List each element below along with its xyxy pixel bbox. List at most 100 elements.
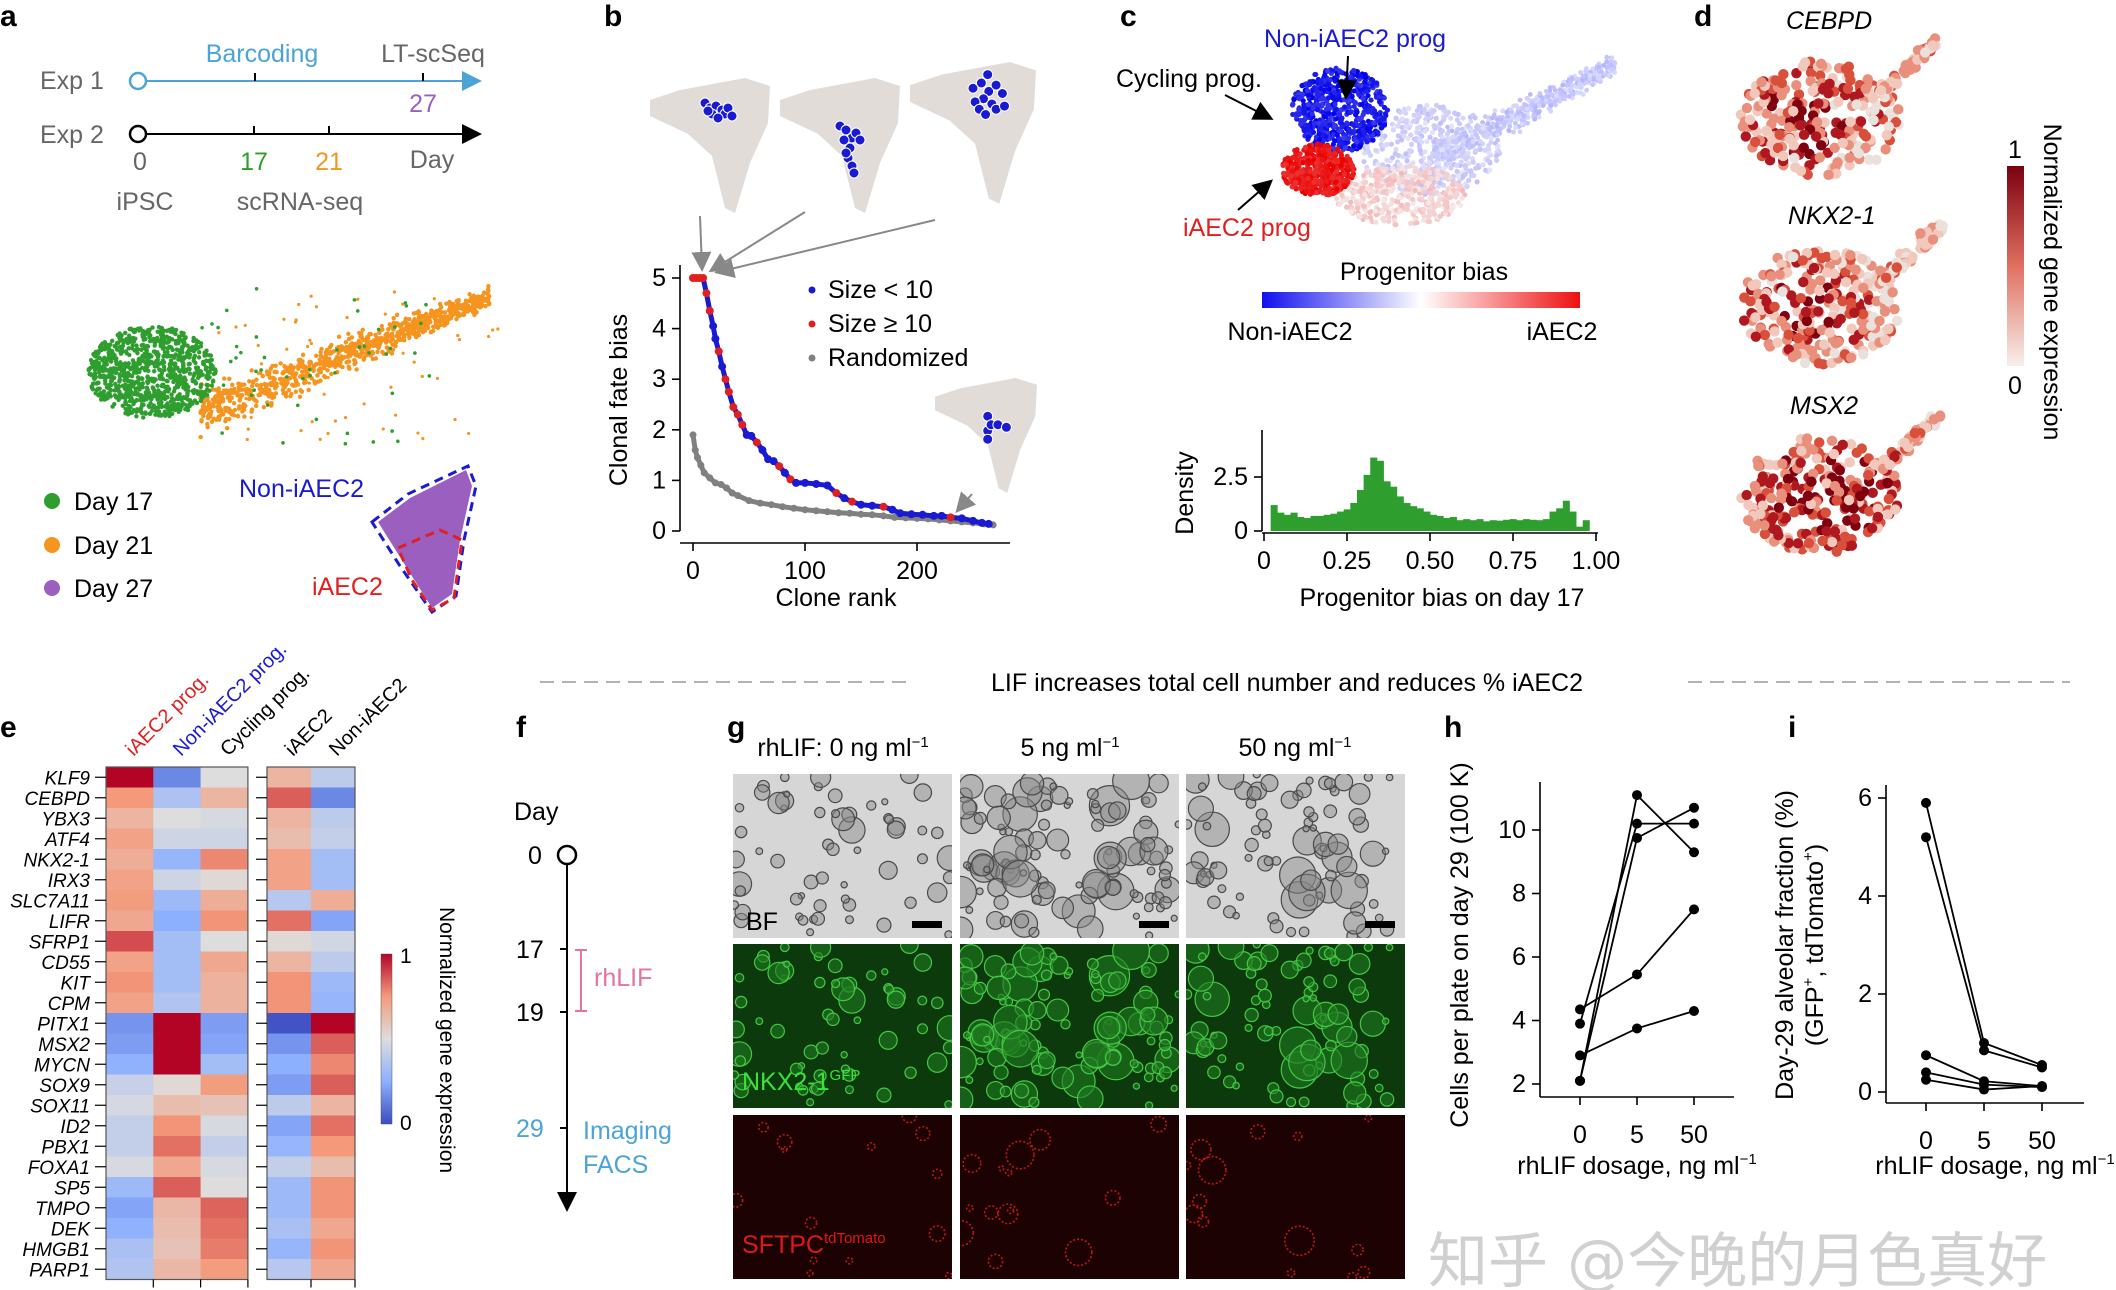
- cell-dot: [116, 384, 121, 390]
- cell-dot: [1407, 163, 1413, 169]
- cell-dot: [1408, 141, 1415, 147]
- cell-dot: [129, 396, 134, 401]
- clone-point-size-lt-10: [929, 511, 938, 520]
- cell-dot: [236, 381, 241, 386]
- cell-dot: [109, 378, 115, 383]
- cell-dot: [159, 325, 165, 331]
- cell-dot: [340, 347, 345, 352]
- cell-dot: [1362, 213, 1368, 219]
- randomized-point: [801, 506, 809, 514]
- cell-dot: [380, 327, 385, 332]
- cell-dot: [1406, 105, 1412, 112]
- cell-dot: [119, 392, 124, 398]
- cell-dot: [1326, 86, 1332, 92]
- cell-dot: [390, 429, 394, 433]
- cell-dot: [371, 440, 376, 444]
- cell-dot: [279, 380, 284, 386]
- cell-dot: [1348, 199, 1354, 205]
- cell-dot: [205, 421, 210, 427]
- cell-dot: [355, 309, 360, 313]
- cell-dot: [1537, 91, 1543, 96]
- cell-dot: [1770, 75, 1781, 86]
- cell-dot: [419, 321, 423, 326]
- cell-dot: [1353, 181, 1359, 188]
- clone-point-size-ge-10: [721, 375, 730, 384]
- cell-dot: [283, 394, 289, 399]
- cell-dot: [1455, 173, 1462, 180]
- legend-label: Day 17: [74, 488, 153, 516]
- cell-dot: [1388, 141, 1395, 147]
- cell-dot: [398, 322, 404, 328]
- cell-dot: [1580, 73, 1586, 79]
- histogram-bar: [1582, 520, 1590, 531]
- cell-dot: [116, 366, 122, 371]
- cell-dot: [1316, 148, 1323, 154]
- cell-dot: [281, 370, 286, 376]
- cell-dot: [1426, 159, 1432, 166]
- cell-dot: [136, 376, 142, 381]
- cell-dot: [1327, 122, 1333, 128]
- cell-dot: [1317, 142, 1324, 148]
- cell-dot: [131, 407, 136, 413]
- cell-dot: [1479, 129, 1485, 136]
- cell-dot: [310, 420, 314, 424]
- cell-dot: [113, 370, 118, 375]
- cell-dot: [1334, 195, 1340, 202]
- clone-point-size-lt-10: [812, 479, 821, 488]
- cell-dot: [138, 398, 144, 403]
- clone-point-size-lt-10: [888, 505, 897, 514]
- cell-dot: [169, 353, 175, 359]
- cell-dot: [217, 331, 221, 335]
- cell-dot: [393, 343, 398, 349]
- cell-dot: [96, 349, 101, 354]
- cell-dot: [254, 286, 259, 291]
- cell-dot: [322, 373, 327, 379]
- cell-dot: [315, 373, 320, 378]
- cell-dot: [1336, 68, 1343, 74]
- cell-dot: [219, 399, 224, 404]
- cell-dot: [170, 329, 175, 334]
- cell-dot: [394, 312, 400, 318]
- histogram-bar: [1416, 508, 1424, 531]
- x-tick-label: 0.25: [1323, 547, 1372, 575]
- cell-dot: [177, 353, 182, 358]
- cell-dot: [215, 405, 221, 411]
- cell-dot: [460, 306, 466, 312]
- cell-dot: [1823, 169, 1834, 181]
- cell-dot: [391, 315, 396, 321]
- cell-dot: [1553, 102, 1558, 108]
- cell-dot: [1494, 152, 1500, 158]
- cell-dot: [227, 409, 232, 415]
- cell-dot: [420, 374, 424, 379]
- clone-point-size-ge-10: [733, 410, 742, 419]
- cell-dot: [1411, 118, 1417, 124]
- cell-dot: [343, 416, 348, 420]
- cell-dot: [1359, 185, 1365, 192]
- cell-dot: [114, 347, 120, 352]
- clone-point-size-ge-10: [848, 497, 857, 506]
- cell-dot: [1350, 129, 1356, 135]
- cell-dot: [150, 325, 155, 330]
- cell-dot: [1551, 85, 1556, 90]
- cell-dot: [1584, 87, 1590, 93]
- cell-dot: [1612, 60, 1618, 66]
- clone-point-size-lt-10: [780, 468, 789, 477]
- cell-dot: [467, 292, 472, 297]
- cell-dot: [1381, 168, 1387, 174]
- cell-dot: [1293, 179, 1299, 186]
- day-axis-label: Day: [410, 146, 455, 174]
- cell-dot: [1449, 182, 1455, 188]
- cell-dot: [412, 360, 416, 364]
- cell-dot: [145, 380, 151, 386]
- clone-cell-dot: [980, 109, 992, 120]
- cell-dot: [105, 356, 111, 361]
- cell-dot: [1321, 168, 1327, 175]
- cell-dot: [219, 407, 224, 413]
- panel-d: d CEBPD NKX2-1 MSX2 1 0 Normalized gene …: [1694, 0, 2066, 557]
- cell-dot: [123, 349, 129, 354]
- cell-dot: [1596, 64, 1602, 70]
- cell-dot: [322, 365, 327, 371]
- panel-letter: b: [604, 0, 622, 33]
- cell-dot: [164, 378, 169, 384]
